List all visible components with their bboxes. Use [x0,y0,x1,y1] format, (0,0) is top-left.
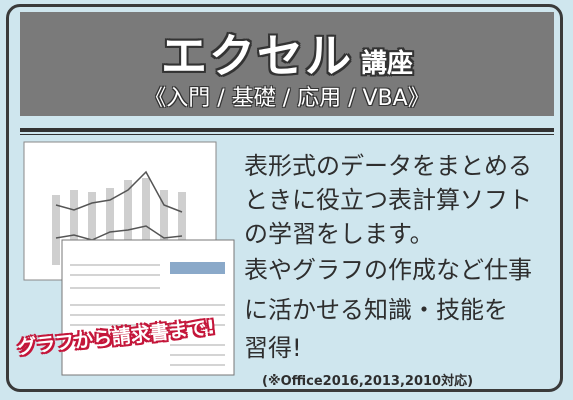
body-line: に活かせる知識・技能を [244,290,508,325]
page: エクセル講座 《入門 / 基礎 / 応用 / VBA》 表形式のデータをまとめる… [0,0,573,400]
body-line: の学習をします。 [244,214,434,249]
body-line: 表形式のデータをまとめる [244,146,532,181]
body-line: 表やグラフの作成など仕事 [244,250,532,285]
note: (※Office2016,2013,2010対応) [262,370,473,389]
invoice-logo [170,262,225,274]
body-line: 習得! [244,328,302,363]
body-line: ときに役立つ表計算ソフト [244,180,532,215]
